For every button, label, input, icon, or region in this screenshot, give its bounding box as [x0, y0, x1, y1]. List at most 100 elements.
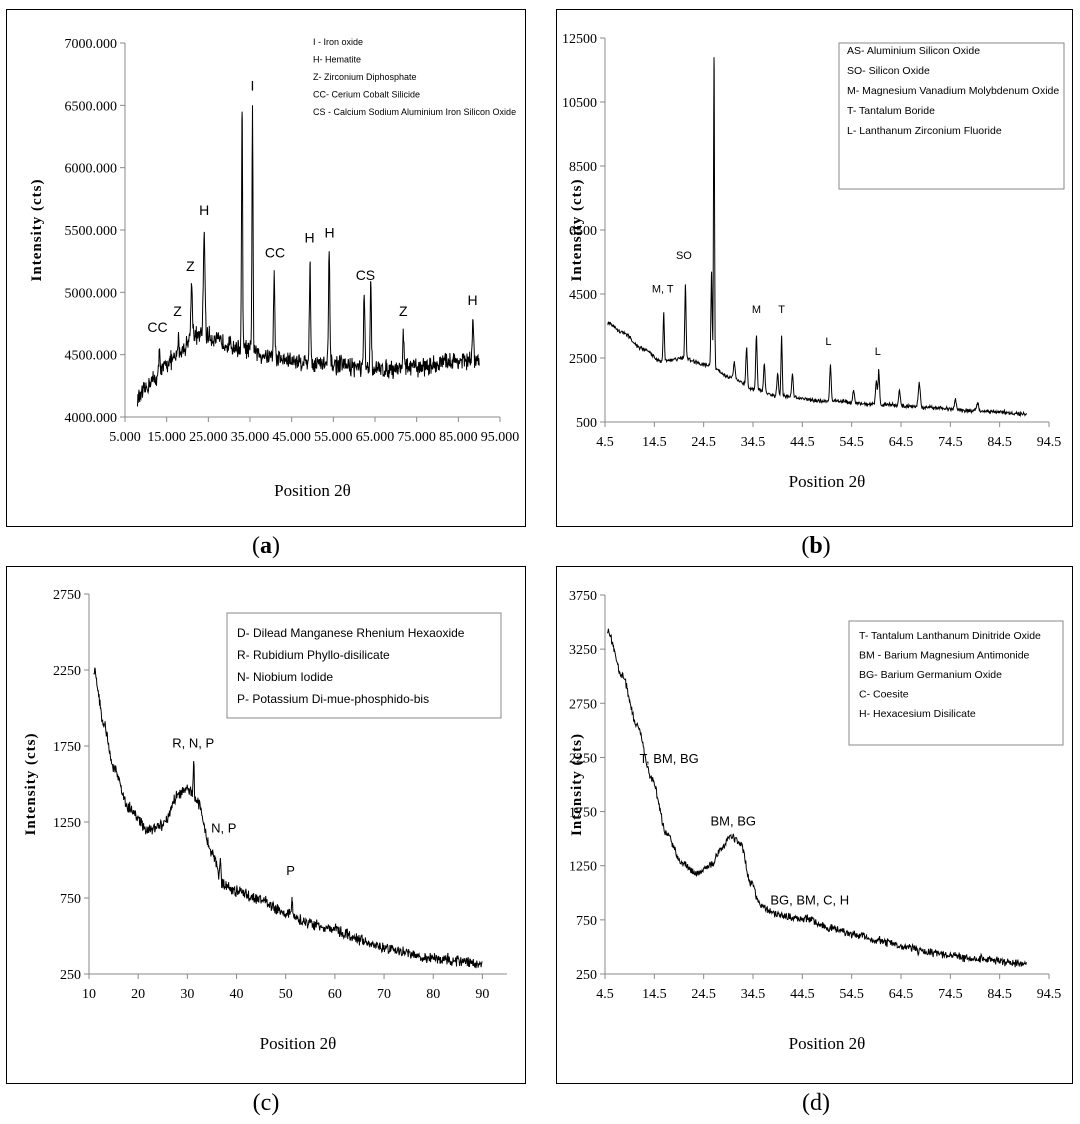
x-tick-label: 94.5 — [1037, 435, 1062, 450]
panel-a: 4000.000 4500.000 5000.000 5500.000 6000.000… — [6, 9, 526, 527]
y-axis-label: Intensity (cts) — [23, 733, 39, 836]
x-tick-label: 34.5 — [741, 435, 766, 450]
legend-entry: BM - Barium Magnesium Antimonide — [859, 650, 1030, 662]
chart-c: 250 750 1250 1750 2250 2750 10 20 30 40 50 60 70 80 90… — [23, 588, 507, 1053]
y-tick-label: 3250 — [569, 643, 597, 658]
legend-entry: P- Potassium Di-mue-phosphido-bis — [237, 692, 429, 706]
x-tick-label: 40 — [230, 987, 244, 1002]
peak-label: T, BM, BG — [640, 751, 699, 766]
peak-label: CC — [265, 244, 285, 260]
y-tick-label: 1250 — [53, 816, 81, 831]
legend-entry: D- Dilead Manganese Rhenium Hexaoxide — [237, 626, 465, 640]
panel-b: 500 2500 4500 6500 8500 10500 12500 4.5 14.5 24.5… — [556, 9, 1073, 527]
legend-entry: AS- Aluminium Silicon Oxide — [847, 45, 980, 57]
xrd-trace — [137, 105, 480, 407]
x-tick-label: 4.5 — [596, 987, 614, 1002]
legend-entry: CS - Calcium Sodium Aluminium Iron Silic… — [313, 107, 516, 117]
caption-a: (a) — [252, 533, 280, 559]
y-tick-label: 2500 — [569, 352, 597, 367]
x-tick-label: 44.5 — [790, 435, 815, 450]
y-tick-label: 500 — [576, 416, 597, 431]
y-tick-label: 5000.000 — [65, 286, 118, 301]
x-tick-label: 34.5 — [741, 987, 766, 1002]
x-tick-label: 15.000 — [147, 430, 186, 445]
y-tick-label: 4500 — [569, 288, 597, 303]
x-tick-label: 64.5 — [889, 435, 914, 450]
x-tick-label: 60 — [328, 987, 342, 1002]
chart-b: 500 2500 4500 6500 8500 10500 12500 4.5 14.5 24.5… — [562, 32, 1065, 491]
chart-a: 4000.000 4500.000 5000.000 5500.000 6000.000… — [29, 37, 519, 500]
legend: I - Iron oxide H- Hematite Z- Zirconium Di… — [313, 37, 516, 117]
peak-label: H — [199, 202, 209, 218]
y-tick-label: 2750 — [569, 697, 597, 712]
legend-box — [838, 42, 1065, 190]
peak-label: H — [305, 229, 315, 245]
peak-label: T — [778, 304, 785, 316]
peak-label: Z — [173, 303, 182, 319]
y-tick-label: 7000.000 — [65, 37, 118, 52]
x-axis-label: Position 2θ — [789, 472, 866, 491]
x-tick-label: 5.000 — [109, 430, 141, 445]
legend-box — [848, 620, 1064, 746]
y-tick-label: 4500.000 — [65, 349, 118, 364]
x-tick-label: 80 — [426, 987, 440, 1002]
x-tick-label: 74.5 — [938, 987, 963, 1002]
peak-label: M — [752, 304, 761, 316]
y-axis-label: Intensity (cts) — [569, 179, 585, 282]
legend-entry: H- Hematite — [313, 55, 361, 65]
x-tick-label: 94.5 — [1037, 987, 1062, 1002]
caption-b: (b) — [801, 533, 831, 559]
legend-entry: BG- Barium Germanium Oxide — [859, 669, 1002, 681]
legend-entry: Z- Zirconium Diphosphate — [313, 72, 417, 82]
y-tick-label: 4000.000 — [65, 411, 118, 426]
peak-label: L — [825, 336, 831, 348]
x-tick-label: 14.5 — [642, 987, 667, 1002]
peak-label: R, N, P — [172, 736, 214, 751]
x-axis-label: Position 2θ — [274, 481, 351, 500]
legend-entry: T- Tantalum Lanthanum Dinitride Oxide — [859, 630, 1041, 642]
x-tick-label: 4.5 — [596, 435, 614, 450]
legend-entry: R- Rubidium Phyllo-disilicate — [237, 648, 390, 662]
y-tick-label: 750 — [576, 914, 597, 929]
x-tick-label: 20 — [131, 987, 145, 1002]
x-tick-label: 54.5 — [839, 987, 864, 1002]
x-tick-label: 84.5 — [987, 435, 1012, 450]
peak-label: SO — [676, 250, 692, 262]
xrd-trace — [93, 667, 483, 969]
peak-label: BM, BG — [711, 814, 757, 829]
peak-label: CS — [356, 267, 375, 283]
x-tick-label: 30 — [180, 987, 194, 1002]
y-tick-label: 2250 — [569, 751, 597, 766]
x-tick-label: 45.000 — [272, 430, 311, 445]
y-tick-label: 750 — [60, 892, 81, 907]
legend: T- Tantalum Lanthanum Dinitride Oxide BM … — [848, 620, 1064, 746]
y-tick-label: 1750 — [569, 806, 597, 821]
peak-label: CC — [147, 319, 167, 335]
peak-label: L — [875, 346, 881, 358]
x-tick-label: 64.5 — [889, 987, 914, 1002]
y-tick-label: 250 — [576, 968, 597, 983]
peak-label: H — [467, 292, 477, 308]
chart-d: 250 750 1250 1750 2250 2750 3250 3750 4.5 14.5 24.… — [569, 589, 1064, 1053]
y-tick-label: 250 — [60, 968, 81, 983]
caption-d: (d) — [802, 1090, 830, 1116]
x-tick-label: 35.000 — [231, 430, 270, 445]
legend-entry: N- Niobium Iodide — [237, 670, 333, 684]
peak-label: BG, BM, C, H — [770, 893, 849, 908]
legend-entry: SO- Silicon Oxide — [847, 65, 930, 77]
x-tick-label: 65.000 — [356, 430, 395, 445]
y-tick-label: 10500 — [562, 96, 597, 111]
xrd-trace — [607, 57, 1028, 418]
y-axis-label: Intensity (cts) — [29, 179, 45, 282]
panel-c: 250 750 1250 1750 2250 2750 10 20 30 40 50 60 70 80 90… — [6, 566, 526, 1084]
x-tick-label: 84.5 — [987, 987, 1012, 1002]
x-tick-label: 50 — [279, 987, 293, 1002]
peak-label: P — [286, 863, 295, 878]
x-tick-label: 54.5 — [839, 435, 864, 450]
legend-entry: I - Iron oxide — [313, 37, 363, 47]
x-tick-label: 10 — [82, 987, 96, 1002]
x-tick-label: 44.5 — [790, 987, 815, 1002]
y-tick-label: 12500 — [562, 32, 597, 47]
legend-entry: T- Tantalum Boride — [847, 105, 935, 117]
x-tick-label: 25.000 — [189, 430, 228, 445]
